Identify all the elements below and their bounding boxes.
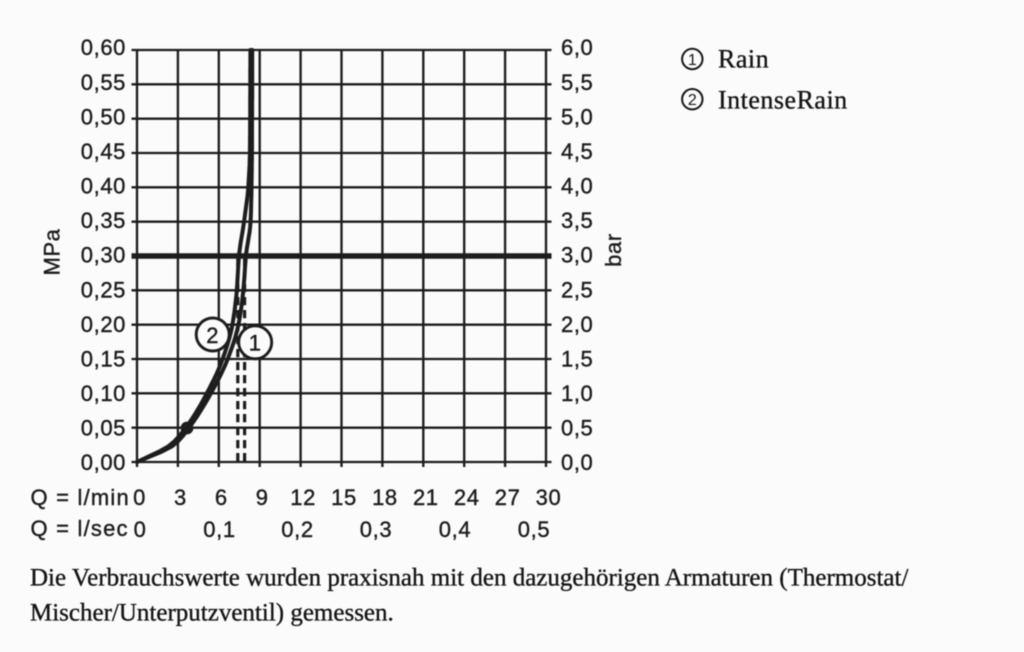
svg-text:4,0: 4,0 [561,174,593,199]
svg-text:5,5: 5,5 [561,70,593,95]
svg-text:MPa: MPa [40,228,65,275]
svg-text:30: 30 [536,485,562,510]
svg-text:27: 27 [495,485,521,510]
svg-text:0,5: 0,5 [561,416,593,441]
svg-text:0,0: 0,0 [561,450,593,475]
svg-text:0,20: 0,20 [81,312,126,337]
svg-text:12: 12 [290,485,316,510]
svg-text:0,60: 0,60 [81,35,126,60]
svg-text:2: 2 [688,92,697,109]
svg-text:2: 2 [206,323,219,348]
svg-text:21: 21 [413,485,439,510]
svg-text:0,35: 0,35 [81,208,126,233]
svg-text:0,40: 0,40 [81,174,126,199]
svg-text:0,55: 0,55 [81,70,126,95]
svg-text:0,2: 0,2 [281,517,313,542]
svg-text:6: 6 [215,485,228,510]
svg-text:0,10: 0,10 [81,381,126,406]
svg-text:Rain: Rain [718,45,769,74]
svg-text:0,1: 0,1 [203,517,235,542]
svg-text:4,5: 4,5 [561,139,593,164]
svg-text:0: 0 [134,517,147,542]
svg-text:Q = l/sec: Q = l/sec [31,516,129,541]
svg-text:3: 3 [174,485,187,510]
svg-text:bar: bar [601,233,626,267]
svg-text:1,0: 1,0 [561,381,593,406]
svg-text:3,5: 3,5 [561,208,593,233]
svg-text:1: 1 [688,52,697,69]
svg-text:18: 18 [372,485,398,510]
svg-text:Die Verbrauchswerte wurden pra: Die Verbrauchswerte wurden praxisnah mit… [30,565,908,592]
svg-text:1,5: 1,5 [561,346,593,371]
svg-text:2,5: 2,5 [561,277,593,302]
svg-text:9: 9 [256,485,269,510]
svg-text:24: 24 [454,485,480,510]
svg-text:0,3: 0,3 [360,517,392,542]
svg-text:0,05: 0,05 [81,416,126,441]
svg-text:15: 15 [331,485,357,510]
svg-text:6,0: 6,0 [561,35,593,60]
svg-text:0,50: 0,50 [81,104,126,129]
svg-text:0,30: 0,30 [81,243,126,268]
svg-text:1: 1 [249,331,262,356]
svg-text:3,0: 3,0 [561,243,593,268]
svg-text:0,4: 0,4 [439,517,471,542]
svg-text:0,00: 0,00 [81,450,126,475]
svg-text:Q = l/min: Q = l/min [31,485,130,510]
svg-text:2,0: 2,0 [561,312,593,337]
svg-text:0,15: 0,15 [81,346,126,371]
svg-text:IntenseRain: IntenseRain [718,86,848,115]
svg-text:5,0: 5,0 [561,104,593,129]
svg-text:Mischer/Unterputzventil) gemes: Mischer/Unterputzventil) gemessen. [30,600,394,627]
svg-text:0: 0 [133,485,146,510]
svg-text:0,45: 0,45 [81,139,126,164]
svg-text:0,5: 0,5 [518,517,550,542]
svg-text:0,25: 0,25 [81,277,126,302]
